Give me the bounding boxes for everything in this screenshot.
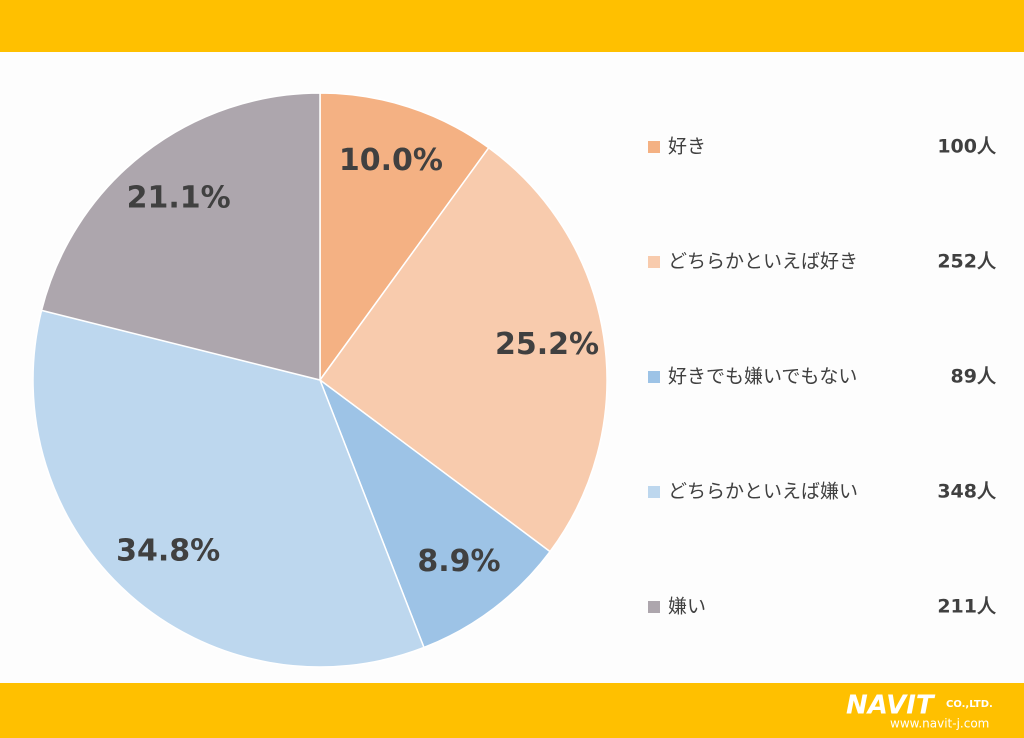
slice — [40, 92, 321, 381]
legend-swatch — [648, 601, 660, 613]
legend-count: 100人 — [937, 136, 997, 158]
logo-url: www.navit-j.com — [890, 717, 989, 731]
legend-label: 好きでも嫌いでもない — [668, 366, 857, 388]
legend-count: 89人 — [951, 366, 997, 388]
pie: 10.0% 25.2% 8.9% 34.8% 21.1% — [32, 92, 608, 668]
data-label: 25.2% — [495, 327, 599, 362]
top-bar — [0, 0, 1024, 52]
bottom-bar — [0, 683, 1024, 738]
legend-count: 348人 — [937, 481, 997, 503]
logo-name: NAVIT — [846, 691, 936, 721]
logo-suffix: CO.,LTD. — [946, 699, 993, 710]
legend-count: 211人 — [937, 596, 997, 618]
legend-swatch — [648, 141, 660, 153]
legend-label: 嫌い — [668, 596, 706, 618]
slice — [319, 92, 490, 383]
legend-label: どちらかといえば好き — [668, 251, 858, 273]
legend-swatch — [648, 371, 660, 383]
slice — [318, 146, 608, 553]
legend-swatch — [648, 486, 660, 498]
data-label: 21.1% — [127, 181, 231, 216]
legend-label: どちらかといえば嫌い — [668, 481, 858, 503]
legend-swatch — [648, 256, 660, 268]
legend-label: 好き — [668, 136, 706, 158]
data-label: 8.9% — [417, 544, 500, 579]
legend-count: 252人 — [937, 251, 997, 273]
slice — [32, 309, 425, 668]
slice — [318, 377, 552, 649]
data-label: 34.8% — [116, 534, 220, 569]
data-label: 10.0% — [339, 143, 443, 178]
